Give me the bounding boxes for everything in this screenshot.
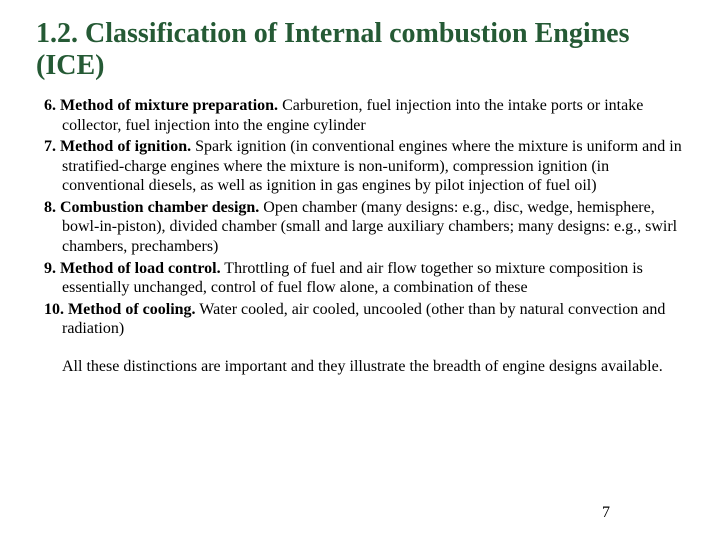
list-item: 8. Combustion chamber design. Open chamb… bbox=[36, 198, 684, 257]
body-content: 6. Method of mixture preparation. Carbur… bbox=[36, 96, 684, 376]
closing-text: All these distinctions are important and… bbox=[36, 357, 684, 377]
list-item: 6. Method of mixture preparation. Carbur… bbox=[36, 96, 684, 135]
item-label: 10. Method of cooling. bbox=[44, 301, 196, 318]
slide-page: 1.2. Classification of Internal combusti… bbox=[0, 0, 720, 540]
page-number: 7 bbox=[602, 504, 610, 522]
item-label: 7. Method of ignition. bbox=[44, 138, 191, 155]
page-title: 1.2. Classification of Internal combusti… bbox=[36, 18, 684, 82]
list-item: 9. Method of load control. Throttling of… bbox=[36, 259, 684, 298]
list-item: 10. Method of cooling. Water cooled, air… bbox=[36, 300, 684, 339]
item-label: 6. Method of mixture preparation. bbox=[44, 97, 278, 114]
item-label: 8. Combustion chamber design. bbox=[44, 199, 259, 216]
item-label: 9. Method of load control. bbox=[44, 260, 221, 277]
list-item: 7. Method of ignition. Spark ignition (i… bbox=[36, 137, 684, 196]
